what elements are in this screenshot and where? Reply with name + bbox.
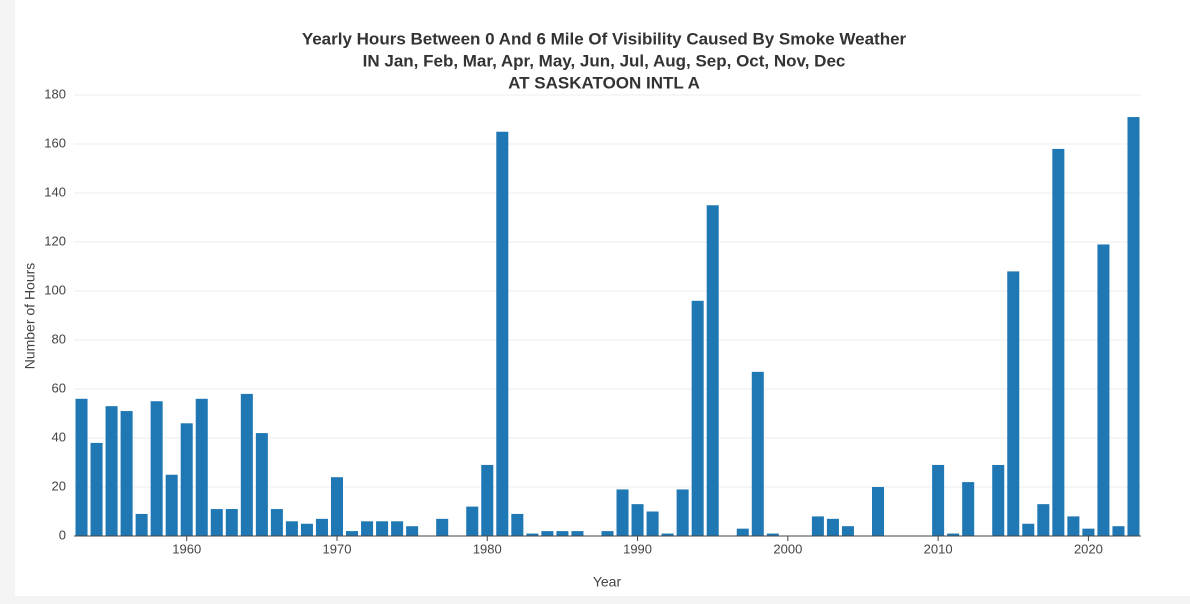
bar bbox=[165, 474, 178, 536]
bar bbox=[120, 411, 133, 536]
bar bbox=[526, 533, 539, 536]
bar bbox=[1037, 504, 1050, 536]
bar bbox=[616, 489, 629, 536]
bar bbox=[766, 533, 779, 536]
y-tick-label: 140 bbox=[44, 184, 66, 199]
x-tick-label: 1990 bbox=[623, 541, 652, 556]
y-axis-label: Number of Hours bbox=[22, 263, 38, 370]
bar bbox=[150, 401, 163, 536]
bar bbox=[285, 521, 298, 536]
bar bbox=[556, 531, 569, 536]
bar bbox=[240, 393, 253, 536]
bar bbox=[541, 531, 554, 536]
bar bbox=[496, 131, 509, 536]
bar bbox=[947, 533, 960, 536]
bar bbox=[180, 423, 193, 536]
x-tick-label: 1970 bbox=[323, 541, 352, 556]
x-tick-label: 2000 bbox=[773, 541, 802, 556]
bar bbox=[361, 521, 374, 536]
bar bbox=[932, 464, 945, 536]
bar bbox=[871, 487, 885, 536]
bar bbox=[1112, 526, 1125, 536]
bar bbox=[225, 509, 238, 536]
bar bbox=[811, 516, 824, 536]
bar bbox=[601, 531, 614, 536]
bar bbox=[962, 482, 975, 536]
bar bbox=[210, 509, 223, 536]
x-tick-label: 1960 bbox=[172, 541, 201, 556]
bar bbox=[1097, 244, 1110, 536]
bar bbox=[466, 506, 479, 536]
y-tick-label: 80 bbox=[52, 331, 66, 346]
bar bbox=[270, 509, 283, 536]
y-tick-label: 40 bbox=[52, 429, 66, 444]
bar bbox=[481, 464, 494, 536]
bar bbox=[406, 526, 419, 536]
bar bbox=[511, 513, 524, 536]
bar bbox=[195, 398, 208, 536]
bar bbox=[105, 406, 118, 536]
bar bbox=[826, 518, 839, 536]
bar bbox=[736, 528, 749, 536]
bar bbox=[661, 533, 674, 536]
y-tick-label: 120 bbox=[44, 233, 66, 248]
bar bbox=[691, 300, 704, 536]
bar bbox=[1082, 528, 1095, 536]
bar bbox=[391, 521, 404, 536]
bar bbox=[706, 205, 719, 536]
y-tick-label: 0 bbox=[59, 527, 66, 542]
y-tick-label: 60 bbox=[52, 380, 66, 395]
x-axis-label: Year bbox=[593, 574, 622, 590]
bar bbox=[1052, 148, 1065, 536]
chart-subtitle: AT SASKATOON INTL A bbox=[508, 73, 700, 92]
bar bbox=[75, 398, 88, 536]
bar bbox=[135, 513, 148, 536]
bar bbox=[676, 489, 689, 536]
chart-title: Yearly Hours Between 0 And 6 Mile Of Vis… bbox=[302, 29, 907, 48]
bar bbox=[300, 523, 313, 536]
bar bbox=[1067, 516, 1080, 536]
bar bbox=[1022, 523, 1035, 536]
bar bbox=[255, 433, 268, 536]
bar bbox=[841, 526, 854, 536]
bar bbox=[631, 504, 644, 536]
x-tick-label: 1980 bbox=[473, 541, 502, 556]
y-tick-label: 100 bbox=[44, 282, 66, 297]
bar bbox=[751, 371, 764, 536]
y-tick-label: 180 bbox=[44, 86, 66, 101]
bar bbox=[571, 531, 584, 536]
x-tick-label: 2020 bbox=[1074, 541, 1103, 556]
bar bbox=[992, 464, 1005, 536]
bar bbox=[436, 518, 449, 536]
bar bbox=[1007, 271, 1020, 536]
bar bbox=[330, 477, 344, 536]
bar bbox=[315, 518, 328, 536]
y-tick-label: 20 bbox=[52, 478, 66, 493]
bar bbox=[1127, 117, 1140, 537]
bar bbox=[346, 531, 359, 536]
x-tick-label: 2010 bbox=[924, 541, 953, 556]
bar bbox=[376, 521, 389, 536]
bar bbox=[90, 442, 103, 536]
y-tick-label: 160 bbox=[44, 135, 66, 150]
chart-subtitle: IN Jan, Feb, Mar, Apr, May, Jun, Jul, Au… bbox=[363, 51, 846, 70]
bar bbox=[646, 511, 659, 536]
